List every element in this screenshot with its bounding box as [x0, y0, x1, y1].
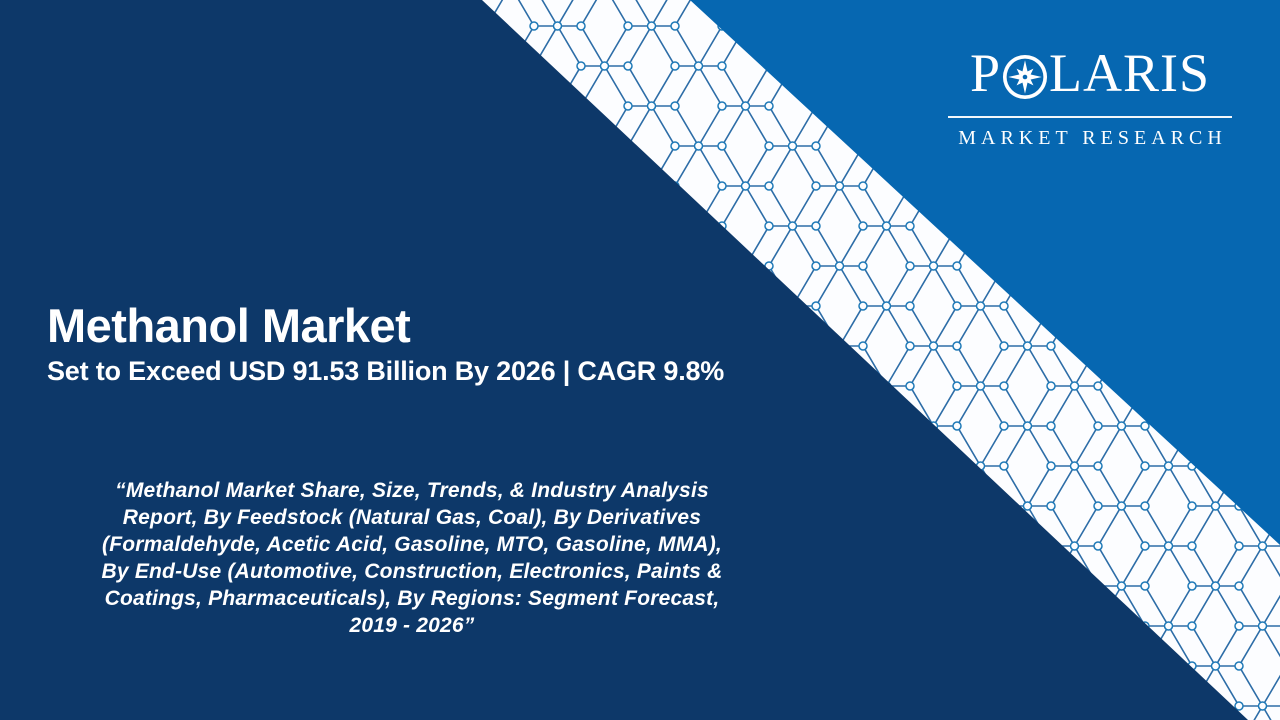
logo-divider	[948, 116, 1232, 118]
quote-line: “Methanol Market Share, Size, Trends, & …	[115, 479, 709, 502]
subtitle-forecast: Set to Exceed USD 91.53 Billion By 2026 …	[47, 356, 725, 386]
brand-tagline: MARKET RESEARCH	[958, 127, 1227, 149]
brand-name-prefix: P	[969, 43, 1002, 103]
quote-line: (Formaldehyde, Acetic Acid, Gasoline, MT…	[102, 533, 722, 556]
brand-logo: P LARIS MARKET RESEARCH	[948, 42, 1232, 150]
navy-diagonal-panel	[0, 0, 1248, 720]
brand-name-suffix: LARIS	[1049, 43, 1211, 103]
quote-line: Report, By Feedstock (Natural Gas, Coal)…	[122, 506, 702, 529]
page-title: Methanol Market	[47, 299, 411, 352]
quote-line: 2019 - 2026”	[349, 614, 475, 637]
quote-line: Coatings, Pharmaceuticals), By Regions: …	[104, 587, 720, 610]
quote-line: By End-Use (Automotive, Construction, El…	[101, 560, 723, 583]
brand-name: P LARIS	[948, 42, 1232, 104]
compass-star-icon	[1002, 51, 1048, 100]
report-scope-quote: “Methanol Market Share, Size, Trends, & …	[40, 477, 784, 639]
blue-diagonal-panel	[690, 0, 1280, 545]
